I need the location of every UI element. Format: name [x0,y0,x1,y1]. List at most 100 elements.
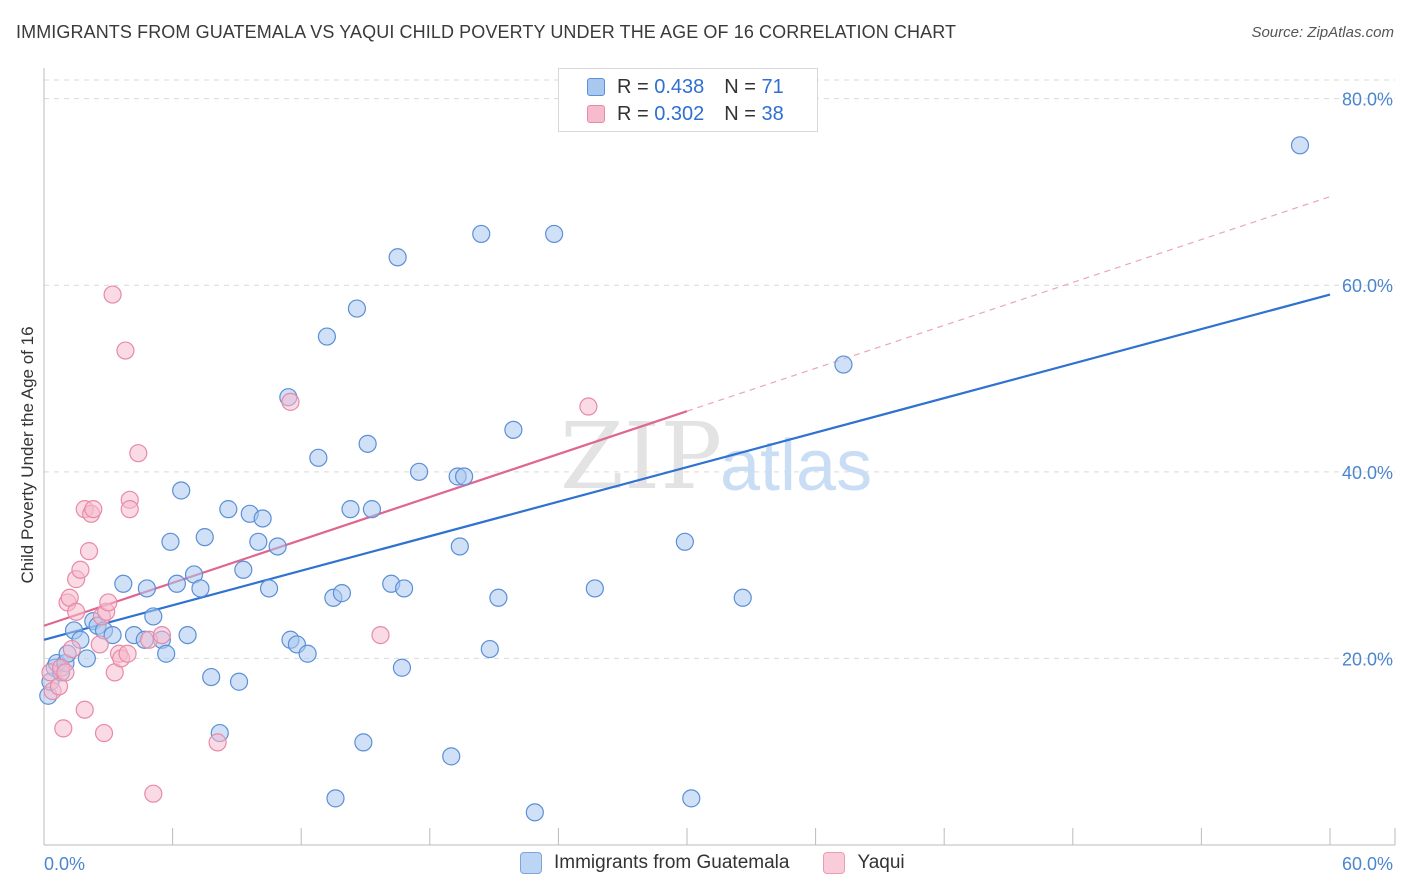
bottom-legend-guatemala: Immigrants from Guatemala [520,852,789,874]
point-yaqui [71,560,90,579]
point-yaqui [371,625,390,645]
point-guatemala [114,574,133,593]
point-guatemala [332,584,352,603]
point-guatemala [317,327,337,346]
trend-line-guatemala [43,293,1331,641]
point-guatemala [137,579,156,598]
y-axis-label: Child Poverty Under the Age of 16 [18,326,37,583]
legend-n-value: 71 [761,75,784,98]
point-guatemala [675,532,694,551]
y-tick-label: 20.0% [1342,649,1393,669]
point-guatemala [253,509,272,528]
point-yaqui [79,542,99,561]
watermark-atlas: atlas [720,426,872,506]
point-guatemala [358,434,377,453]
point-guatemala [362,500,382,519]
point-guatemala [1290,136,1310,155]
point-guatemala [347,299,367,318]
point-guatemala [326,789,345,808]
point-guatemala [454,467,474,486]
legend: R = 0.438 N = 71 R = 0.302 N = 38 [558,68,818,132]
axes [43,68,1396,846]
point-guatemala [161,532,180,551]
point-yaqui [116,341,135,360]
point-guatemala [394,579,414,598]
y-tick-label: 80.0% [1342,90,1393,110]
point-yaqui [579,397,598,416]
watermark-zip: ZIP [560,403,722,510]
point-yaqui [129,444,148,463]
y-tick-label: 40.0% [1342,463,1393,483]
source-label: Source: ZipAtlas.com [1251,24,1394,41]
point-yaqui [144,784,163,803]
point-guatemala [545,224,564,244]
legend-n-label: N = [724,75,756,98]
bottom-legend-label: Immigrants from Guatemala [554,852,790,873]
chart-title: IMMIGRANTS FROM GUATEMALA VS YAQUI CHILD… [16,22,957,42]
bottom-legend-label: Yaqui [857,852,905,873]
point-guatemala [195,528,214,547]
point-guatemala [682,789,701,808]
point-yaqui [103,285,122,304]
bottom-legend-yaqui: Yaqui [823,852,905,874]
legend-row-guatemala: R = 0.438 N = 71 [587,75,784,99]
point-guatemala [388,248,407,267]
point-guatemala [409,462,429,481]
tick-labels: 20.0% 40.0% 60.0% 80.0% 0.0% 60.0% [44,90,1393,874]
legend-r-value: 0.438 [654,75,705,98]
point-guatemala [249,532,268,551]
legend-swatch-blue [587,78,605,96]
point-guatemala [103,625,122,645]
point-yaqui [75,700,94,719]
legend-row-yaqui: R = 0.302 N = 38 [587,102,784,126]
point-guatemala [202,667,221,687]
point-guatemala [234,560,253,579]
point-guatemala [341,500,360,519]
point-guatemala [480,639,499,659]
trend-line-yaqui-extension [686,196,1331,412]
point-guatemala [77,649,96,668]
point-guatemala [167,574,186,593]
point-yaqui [94,723,114,743]
point-guatemala [834,355,853,374]
point-guatemala [178,625,197,645]
point-guatemala [504,420,523,439]
legend-n-label: N = [724,102,756,125]
point-guatemala [172,481,191,500]
point-guatemala [268,537,287,556]
point-yaqui [90,635,109,654]
legend-r-label: R = [617,75,649,98]
point-guatemala [442,747,461,766]
bottom-legend: Immigrants from Guatemala Yaqui [520,852,939,874]
point-yaqui [56,663,75,682]
y-tick-label: 60.0% [1342,276,1393,296]
point-yaqui [208,733,227,752]
bottom-legend-swatch-blue [520,852,542,874]
point-yaqui [54,719,73,738]
point-guatemala [489,588,508,607]
point-yaqui [118,644,137,663]
point-guatemala [525,803,544,822]
point-guatemala [144,607,163,626]
legend-swatch-pink [587,105,605,123]
point-guatemala [259,579,279,598]
x-tick-label: 60.0% [1342,854,1393,874]
point-guatemala [298,644,317,663]
point-guatemala [354,733,373,752]
legend-r-value: 0.302 [654,102,705,125]
point-guatemala [309,448,328,467]
point-guatemala [733,588,752,607]
point-yaqui [120,500,139,519]
point-yaqui [67,602,86,621]
point-yaqui [152,625,171,645]
point-guatemala [157,644,176,663]
point-guatemala [585,579,604,598]
point-guatemala [450,537,469,556]
point-guatemala [229,672,249,691]
point-yaqui [62,639,81,659]
point-guatemala [191,579,210,598]
data-points [39,136,1310,822]
legend-r-label: R = [617,102,649,125]
point-yaqui [99,593,118,612]
